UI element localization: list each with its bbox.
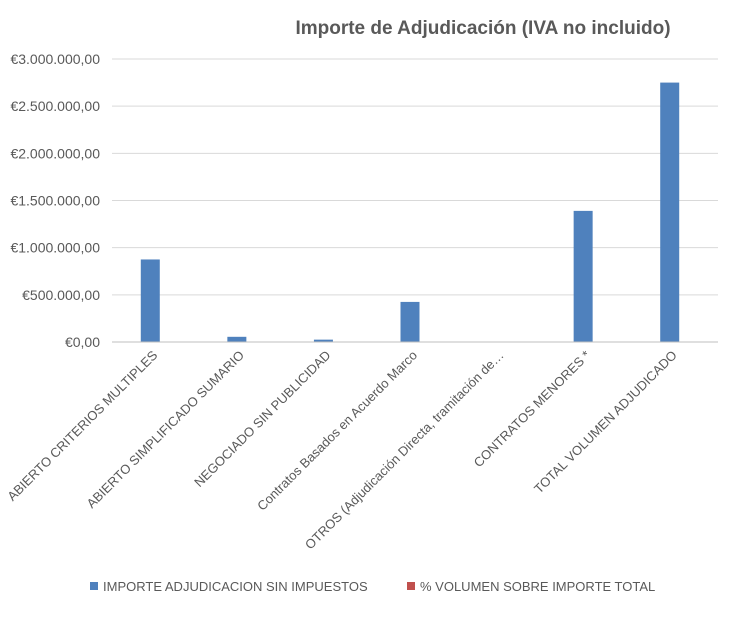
y-tick-label: €2.000.000,00 [10,145,100,161]
y-tick-label: €0,00 [65,334,100,350]
x-tick-label: NEGOCIADO SIN PUBLICIDAD [191,348,333,490]
legend: IMPORTE ADJUDICACION SIN IMPUESTOS % VOLU… [90,579,655,594]
y-axis-tick-labels: €0,00 €500.000,00 €1.000.000,00 €1.500.000,… [10,51,100,350]
bar [140,259,160,342]
bar [400,301,420,342]
y-tick-label: €1.000.000,00 [10,240,100,256]
x-tick-label: Contratos Basados en Acuerdo Marco [254,348,420,514]
chart-title: Importe de Adjudicación (IVA no incluido… [295,18,670,39]
legend-swatch [407,582,415,590]
x-tick-label: TOTAL VOLUMEN ADJUDICADO [531,348,680,497]
y-tick-label: €500.000,00 [22,287,100,303]
bar [660,82,680,342]
bar [573,210,593,342]
bar [227,336,247,342]
y-tick-label: €1.500.000,00 [10,193,100,209]
bar [313,339,333,342]
gridlines [112,58,718,296]
legend-label: IMPORTE ADJUDICACION SIN IMPUESTOS [103,579,368,594]
legend-label: % VOLUMEN SOBRE IMPORTE TOTAL [420,579,655,594]
x-tick-label: ABIERTO SIMPLIFICADO SUMARIO [83,348,247,512]
x-tick-label: OTROS (Adjudicación Directa, tramitación… [302,348,507,553]
y-tick-label: €3.000.000,00 [10,51,100,67]
y-tick-label: €2.500.000,00 [10,98,100,114]
legend-swatch [90,582,98,590]
x-tick-label: ABIERTO CRITERIOS MULTIPLES [4,347,160,503]
bars [140,82,680,342]
